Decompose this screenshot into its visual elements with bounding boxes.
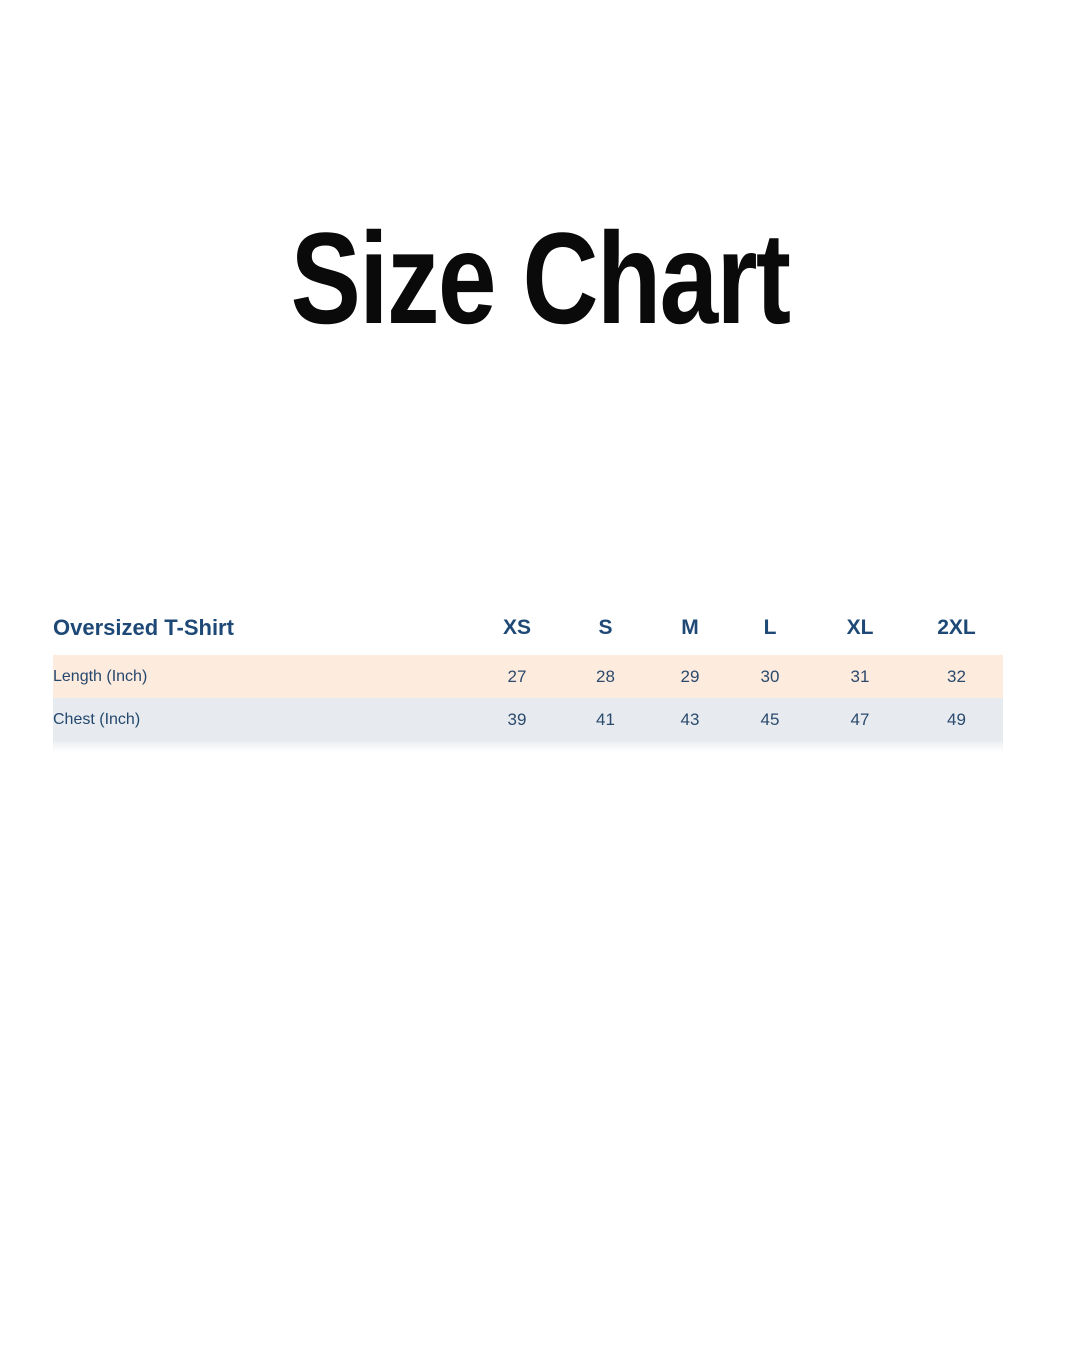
table-bottom-fade: [53, 742, 1003, 752]
chest-value-m: 43: [680, 710, 700, 729]
length-value-xs: 27: [507, 666, 527, 686]
column-header-s: S: [598, 615, 613, 639]
column-header-xl: XL: [846, 615, 874, 639]
length-value-2xl: 32: [947, 666, 966, 686]
table-row-chest: Chest (Inch) 39 41 43 45 47 49: [53, 698, 1003, 742]
column-header-m: M: [681, 615, 699, 639]
chest-value-xl: 47: [850, 710, 870, 729]
row-label-length: Length (Inch): [53, 667, 148, 685]
chest-value-s: 41: [596, 710, 615, 729]
size-chart-table: Oversized T-Shirt XS S M L XL 2XL Length…: [53, 600, 1003, 752]
size-table: Oversized T-Shirt XS S M L XL 2XL Length…: [53, 600, 1003, 742]
column-header-l: L: [763, 615, 777, 639]
header-row: Oversized T-Shirt XS S M L XL 2XL: [53, 600, 1003, 655]
length-value-s: 28: [596, 666, 615, 686]
length-value-m: 29: [680, 666, 700, 686]
chest-value-l: 45: [760, 710, 780, 729]
chest-value-2xl: 49: [947, 710, 966, 729]
product-name: Oversized T-Shirt: [53, 614, 234, 640]
row-label-chest: Chest (Inch): [53, 711, 141, 728]
length-value-xl: 31: [850, 666, 870, 686]
column-header-xs: XS: [502, 615, 531, 639]
length-value-l: 30: [760, 666, 780, 686]
table-header: Oversized T-Shirt XS S M L XL 2XL: [53, 600, 1003, 655]
table-row-length: Length (Inch) 27 28 29 30 31 32: [53, 655, 1003, 698]
column-header-2xl: 2XL: [937, 615, 976, 639]
chest-value-xs: 39: [507, 710, 527, 729]
table-body: Length (Inch) 27 28 29 30 31 32 Chest (I…: [53, 655, 1003, 742]
page-title: Size Chart: [290, 205, 791, 351]
